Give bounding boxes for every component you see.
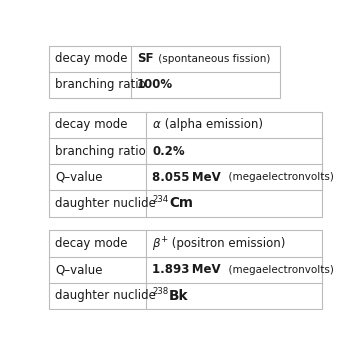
- Text: 0.2%: 0.2%: [152, 145, 185, 158]
- Text: Q–value: Q–value: [55, 263, 103, 276]
- Text: (megaelectronvolts): (megaelectronvolts): [222, 265, 334, 275]
- Text: branching ratio: branching ratio: [55, 145, 146, 158]
- Text: (alpha emission): (alpha emission): [161, 118, 263, 132]
- Text: Bk: Bk: [169, 289, 189, 303]
- Text: (megaelectronvolts): (megaelectronvolts): [223, 172, 334, 182]
- Bar: [49, 112, 322, 216]
- Text: Cm: Cm: [169, 197, 193, 211]
- Text: (spontaneous fission): (spontaneous fission): [155, 54, 270, 64]
- Text: daughter nuclide: daughter nuclide: [55, 289, 156, 302]
- Text: 238: 238: [152, 287, 168, 296]
- Text: +: +: [160, 235, 168, 244]
- Text: decay mode: decay mode: [55, 52, 128, 65]
- Bar: [49, 46, 279, 98]
- Text: 234: 234: [152, 195, 168, 204]
- Text: β: β: [152, 237, 160, 250]
- Text: 100%: 100%: [137, 78, 173, 92]
- Text: branching ratio: branching ratio: [55, 78, 146, 92]
- Text: 1.893 MeV: 1.893 MeV: [152, 263, 221, 276]
- Text: decay mode: decay mode: [55, 118, 128, 132]
- Bar: [49, 230, 322, 309]
- Text: daughter nuclide: daughter nuclide: [55, 197, 156, 210]
- Text: α: α: [152, 118, 160, 132]
- Text: decay mode: decay mode: [55, 237, 128, 250]
- Text: Q–value: Q–value: [55, 171, 103, 184]
- Text: SF: SF: [137, 52, 153, 65]
- Text: 8.055 MeV: 8.055 MeV: [152, 171, 221, 184]
- Text: (positron emission): (positron emission): [168, 237, 286, 250]
